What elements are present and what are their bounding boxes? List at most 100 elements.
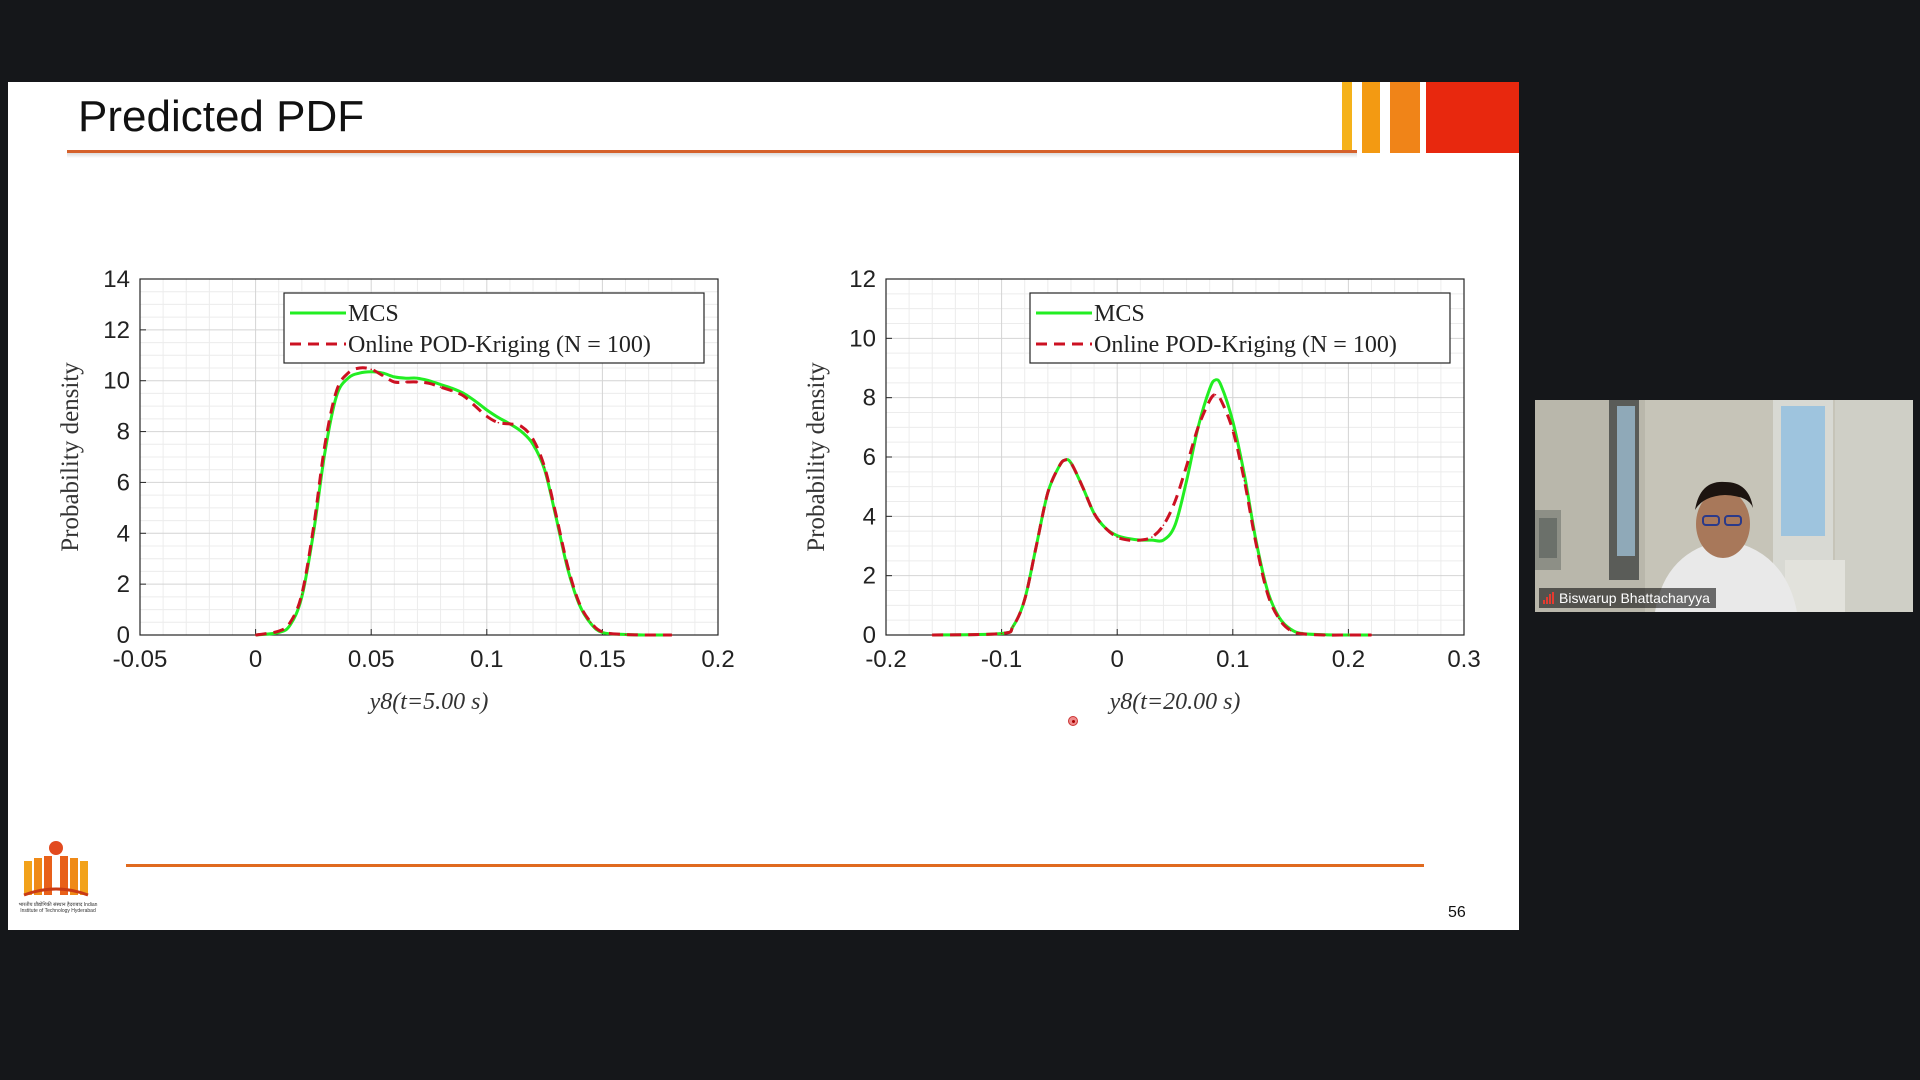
- data-point: [1370, 634, 1373, 636]
- x-tick-label: -0.2: [865, 646, 906, 673]
- data-point: [312, 527, 315, 529]
- data-point: [1266, 592, 1269, 595]
- data-point: [393, 381, 396, 383]
- data-point: [1214, 379, 1217, 381]
- y-tick-label: 8: [863, 385, 876, 412]
- series-line: [932, 393, 1372, 637]
- y-tick-label: 4: [117, 520, 130, 547]
- data-point: [1116, 536, 1118, 538]
- data-point: [1220, 385, 1223, 387]
- data-point: [347, 372, 349, 374]
- chart-legend: MCS Online POD-Kriging (N = 100): [1029, 292, 1451, 364]
- data-point: [405, 377, 407, 379]
- data-point: [393, 376, 396, 378]
- data-point: [1151, 536, 1153, 538]
- data-point: [1047, 491, 1049, 494]
- data-point: [416, 381, 419, 383]
- data-point: [590, 622, 592, 625]
- data-point: [520, 425, 523, 428]
- data-point: [324, 443, 326, 446]
- data-point: [486, 415, 488, 418]
- legend-label: MCS: [348, 301, 399, 327]
- y-tick-label: 12: [849, 266, 876, 293]
- data-point: [381, 372, 384, 374]
- y-tick-label: 6: [863, 444, 876, 471]
- legend-box: [283, 292, 705, 364]
- data-point: [1301, 633, 1303, 635]
- y-tick-label: 14: [103, 266, 130, 293]
- data-point: [1081, 485, 1084, 488]
- participant-name-tag: Biswarup Bhattacharyya: [1539, 588, 1716, 608]
- data-point: [428, 379, 430, 382]
- x-tick-label: 0.3: [1447, 646, 1480, 673]
- legend-label: MCS: [1094, 301, 1145, 327]
- data-point: [1278, 617, 1280, 620]
- participant-name: Biswarup Bhattacharyya: [1559, 590, 1710, 606]
- participant-video-tile[interactable]: Biswarup Bhattacharyya: [1535, 400, 1913, 612]
- data-point: [647, 634, 650, 636]
- data-point: [590, 621, 592, 624]
- data-point: [451, 390, 453, 392]
- data-point: [1185, 479, 1188, 482]
- data-point: [358, 367, 361, 369]
- data-point: [555, 514, 557, 517]
- y-tick-label: 2: [117, 571, 130, 598]
- data-point: [301, 596, 303, 598]
- y-tick-label: 12: [103, 317, 130, 344]
- data-point: [1127, 539, 1130, 541]
- data-point: [289, 621, 292, 624]
- title-decoration-bar: [1426, 82, 1519, 153]
- data-point: [1347, 634, 1350, 636]
- y-tick-label: 4: [863, 503, 876, 530]
- data-point: [1139, 539, 1142, 541]
- footer-rule: [126, 864, 1424, 867]
- data-point: [416, 377, 419, 379]
- data-point: [1278, 616, 1280, 618]
- data-point: [1185, 465, 1188, 467]
- data-point: [1232, 429, 1234, 432]
- x-tick-label: -0.1: [981, 646, 1022, 673]
- laser-pointer: [1068, 716, 1078, 726]
- data-point: [474, 405, 477, 407]
- data-point: [1070, 462, 1072, 464]
- data-point: [624, 633, 627, 636]
- data-point: [509, 423, 511, 425]
- title-underline-shadow: [67, 153, 1357, 158]
- data-point: [370, 368, 373, 371]
- data-point: [474, 400, 477, 402]
- y-tick-label: 0: [117, 622, 130, 649]
- y-tick-label: 2: [863, 563, 876, 590]
- data-point: [1093, 512, 1095, 515]
- data-point: [335, 390, 338, 392]
- data-point: [1220, 399, 1223, 402]
- y-tick-label: 10: [849, 325, 876, 352]
- x-tick-label: -0.05: [113, 646, 168, 673]
- data-point: [497, 421, 500, 424]
- data-point: [1214, 393, 1217, 396]
- x-tick-label: 0.2: [701, 646, 734, 673]
- data-point: [277, 630, 280, 632]
- y-tick-label: 0: [863, 622, 876, 649]
- y-axis-label: Probability density: [57, 362, 84, 552]
- data-point: [439, 386, 442, 388]
- data-point: [347, 377, 349, 379]
- x-tick-label: 0: [1111, 646, 1124, 673]
- slide-title: Predicted PDF: [78, 92, 365, 141]
- x-tick-label: 0.2: [1332, 646, 1365, 673]
- participant-video-feed: [1535, 400, 1913, 612]
- legend-label: Online POD-Kriging (N = 100): [1094, 332, 1397, 358]
- y-tick-label: 10: [103, 368, 130, 395]
- data-point: [1208, 387, 1211, 390]
- data-point: [405, 381, 407, 383]
- data-point: [324, 451, 326, 453]
- data-point: [1174, 524, 1176, 527]
- y-tick-label: 6: [117, 469, 130, 496]
- data-point: [1064, 459, 1066, 461]
- data-point: [1151, 539, 1153, 541]
- series-line: [932, 378, 1372, 637]
- data-point: [1035, 545, 1038, 547]
- iith-logo: [10, 839, 106, 929]
- data-point: [1243, 479, 1246, 482]
- slide-page-number: 56: [1448, 904, 1466, 921]
- data-point: [497, 416, 500, 419]
